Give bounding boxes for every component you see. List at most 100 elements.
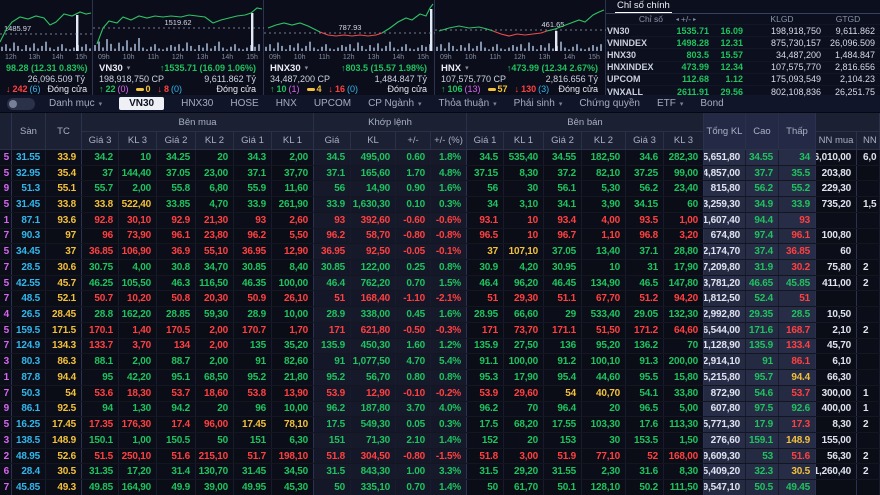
cell-thap: 148.9	[779, 432, 816, 448]
table-row[interactable]: 5 16.25 17.45 17.35 176,30 17.4 96,00 17.45 78,1…	[0, 417, 880, 433]
cell-sell-kl3: 23,40	[664, 181, 704, 197]
index-selector[interactable]: VN30 ▾	[99, 63, 130, 74]
table-row[interactable]: 5 32.95 35.4 37 144,40 37.05 23,00 37.1 37,70 37.…	[0, 165, 880, 182]
header-cao: Cao	[746, 113, 779, 150]
tab-upcom[interactable]: UPCOM	[314, 98, 351, 109]
table-row[interactable]: 5 159.5 171.5 170.1 1,40 170.5 2,00 170.7 1,70 17…	[0, 322, 880, 339]
cell-pct: 5.4%	[431, 354, 467, 370]
cell-buy-gia3: 92.8	[82, 212, 119, 228]
table-row[interactable]: 1 87.1 93.6 92.8 30,10 92.9 21,30 93 2,60 93 392,6…	[0, 212, 880, 229]
cell-sell-gia3: 46.5	[626, 275, 664, 291]
cell-nn-mua: 56,30	[816, 448, 857, 464]
table-row[interactable]: 7 124.9 134.3 133.7 3,70 134 2,00 135 35,20 135.9…	[0, 338, 880, 355]
index-name: HNX	[441, 62, 462, 74]
tab-hnx30[interactable]: HNX30	[181, 98, 213, 109]
cell-sell-gia1: 31.5	[467, 464, 504, 480]
down-arrow-icon: ↓	[157, 84, 163, 95]
board-menubar: Danh mục ▾ VN30 HNX30 HOSE HNX UPCOM CP Ngành ▾ T…	[0, 95, 880, 113]
cell-kl: 392,60	[351, 212, 396, 228]
index-row-value: 803.5	[686, 49, 709, 60]
cell-nn-mua	[816, 212, 857, 228]
cell-tc: 28.45	[46, 307, 82, 322]
cell-nn-mua: 300,00	[816, 385, 857, 401]
cell-buy-gia1: 93	[234, 212, 272, 228]
cell-san: 16.25	[12, 417, 46, 432]
chevron-down-icon: ▾	[493, 100, 497, 108]
cell-sell-gia2: 96.7	[544, 228, 582, 244]
cell-buy-gia3: 34.2	[82, 150, 119, 165]
cell-tc: 49.3	[46, 480, 82, 495]
tab-vn30[interactable]: VN30	[119, 97, 165, 110]
cell-sell-gia3: 37.25	[626, 165, 664, 181]
tab-hnx[interactable]: HNX	[276, 98, 297, 109]
cell-buy-gia2: 17.4	[157, 417, 196, 432]
tab-etf[interactable]: ETF ▾	[657, 98, 683, 109]
index-selector[interactable]: HNX30 ▾	[270, 63, 308, 74]
cell-tran-cut: 5	[0, 275, 12, 291]
tab-danh-muc[interactable]: Danh mục ▾	[49, 98, 102, 109]
index-row-gtgd: 2,104.23	[839, 74, 875, 85]
cell-buy-gia2: 33.85	[157, 197, 196, 212]
table-row[interactable]: 5 34.45 37 36.85 106,90 36.9 55,10 36.95 12,90 36…	[0, 244, 880, 261]
tab-hose[interactable]: HOSE	[230, 98, 258, 109]
tab-cp-nganh[interactable]: CP Ngành ▾	[368, 98, 421, 109]
cell-buy-gia3: 37	[82, 165, 119, 181]
cell-sell-gia3: 37.1	[626, 244, 664, 260]
table-row[interactable]: 5 31.55 33.9 34.2 10 34.25 20 34.3 2,00 34.5 495,0…	[0, 150, 880, 166]
table-row[interactable]: 7 48.5 52.1 50.7 10,20 50.8 20,30 50.9 26,10 51 16…	[0, 291, 880, 308]
table-row[interactable]: 7 28.5 30.6 30.75 4,00 30.8 34,70 30.85 8,40 30.8…	[0, 260, 880, 276]
cell-thap: 133.4	[779, 338, 816, 354]
cell-buy-kl3: 30,10	[119, 212, 157, 228]
tab-label: UPCOM	[313, 98, 352, 109]
time-tick-label: 11h	[489, 54, 501, 61]
cell-buy-kl2: 6,80	[196, 181, 234, 197]
cell-buy-gia2: 92.9	[157, 212, 196, 228]
tab-thoa-thuan[interactable]: Thỏa thuận ▾	[439, 98, 497, 109]
cell-tran-cut: 9	[0, 181, 12, 197]
cell-sell-gia1: 135.9	[467, 338, 504, 354]
table-row[interactable]: 7 50.3 54 53.6 18,30 53.7 18,60 53.8 13,90 53.9 12…	[0, 385, 880, 402]
cell-buy-kl3: 164,90	[119, 480, 157, 495]
table-row[interactable]: 9 86.1 92.5 94 1,30 94.2 20 96 10,00 96.2 187,80 3.…	[0, 401, 880, 418]
cell-buy-gia1: 37.1	[234, 165, 272, 181]
table-row[interactable]: 5 42.55 45.7 46.25 105,50 46.3 116,50 46.35 100,…	[0, 275, 880, 292]
table-row[interactable]: 6 28.4 30.5 31.35 17,20 31.4 130,70 31.45 34,50 3…	[0, 464, 880, 481]
cell-nn-mua: 735,20	[816, 197, 857, 212]
header-group-ben-mua: Bên mua	[82, 113, 314, 132]
index-col-change[interactable]: ◂ +/- ▸	[675, 14, 697, 24]
table-row[interactable]: 2 48.95 52.6 51.5 250,10 51.6 215,10 51.7 198,10…	[0, 448, 880, 465]
tab-bond[interactable]: Bond	[700, 98, 723, 109]
cell-sell-gia1: 95.3	[467, 370, 504, 385]
table-row[interactable]: 1 87.8 94.4 95 42,20 95.1 68,50 95.2 21,80 95.2 56…	[0, 370, 880, 386]
index-title-row: 98.28 (12.31 0.83%)	[6, 63, 88, 74]
table-row[interactable]: 3 138.5 148.9 150.1 1,00 150.5 50 151 6,30 151 71,…	[0, 432, 880, 449]
cell-gia: 91	[314, 354, 351, 370]
value-traded: 9,611.862 Tỷ	[204, 73, 256, 84]
tab-phai-sinh[interactable]: Phái sinh ▾	[514, 98, 563, 109]
index-row-klgd: 34,487,200	[775, 49, 821, 60]
cell-pct: 0.8%	[431, 260, 467, 275]
cell-tong-kl: 35,409,20	[704, 464, 746, 480]
table-row[interactable]: 4 26.5 28.45 28.8 162,20 28.85 59,30 28.9 10,00 2…	[0, 307, 880, 323]
table-row[interactable]: 9 51.3 55.1 55.7 2,00 55.8 6,80 55.9 11,60 56 14,9…	[0, 181, 880, 198]
time-tick-label: 10h	[122, 54, 135, 61]
cell-buy-kl3: 1,40	[119, 322, 157, 338]
table-row[interactable]: 7 90.3 97 96 73,90 96.1 23,80 96.2 5,50 96.2 58,70…	[0, 228, 880, 245]
cell-sell-gia1: 37	[467, 244, 504, 260]
index-quote: 98.28 (12.31 0.83%)	[6, 63, 88, 74]
index-row-change: 16.09	[720, 25, 743, 36]
index-selector[interactable]: HNX ▾	[441, 63, 469, 74]
cell-sell-kl2: 82,10	[582, 165, 626, 181]
table-row[interactable]: 7 45.85 49.3 49.85 164,90 49.9 39,00 49.95 45,30…	[0, 480, 880, 495]
table-row[interactable]: 3 80.3 86.3 88.1 2,00 88.7 2,00 91 82,60 91 1,077,…	[0, 354, 880, 371]
board-tabs: Danh mục ▾ VN30 HNX30 HOSE HNX UPCOM CP Ngành ▾ T…	[49, 97, 741, 110]
cell-sell-gia1: 51.8	[467, 448, 504, 464]
cell-tong-kl: 6,544,00	[704, 322, 746, 338]
flat-dash-icon	[487, 87, 496, 91]
cell-sell-kl1: 4,20	[504, 260, 544, 275]
cell-buy-kl2: 20	[196, 150, 234, 165]
tab-chi-so-chinh[interactable]: Chỉ số chính	[615, 0, 672, 13]
table-row[interactable]: 5 31.45 33.8 33.8 522,40 33.85 4,70 33.9 261,90 3…	[0, 197, 880, 213]
tab-chung-quyen[interactable]: Chứng quyền	[579, 98, 640, 109]
board-layout-toggle[interactable]	[7, 97, 35, 110]
